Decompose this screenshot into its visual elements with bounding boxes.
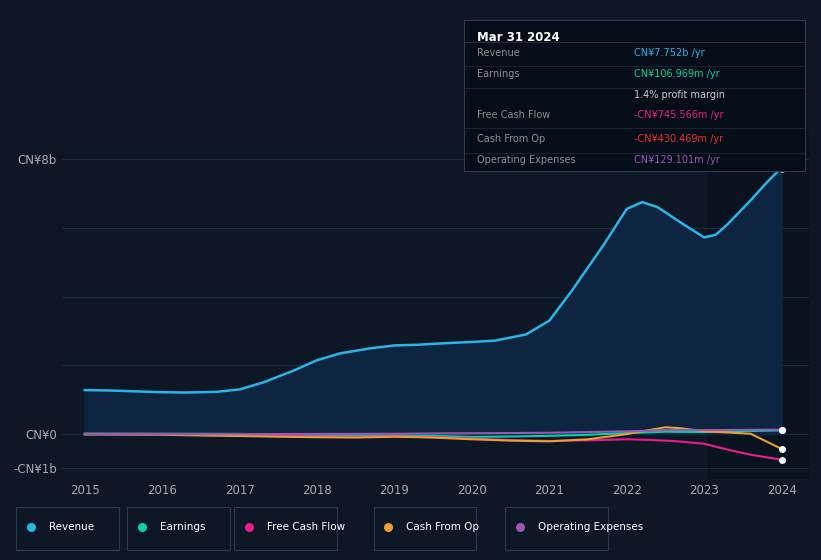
Text: CN¥106.969m /yr: CN¥106.969m /yr xyxy=(635,69,720,79)
Text: -CN¥430.469m /yr: -CN¥430.469m /yr xyxy=(635,134,723,144)
Text: CN¥7.752b /yr: CN¥7.752b /yr xyxy=(635,48,705,58)
Text: Mar 31 2024: Mar 31 2024 xyxy=(478,31,560,44)
Text: Free Cash Flow: Free Cash Flow xyxy=(478,110,551,120)
Text: 1.4% profit margin: 1.4% profit margin xyxy=(635,90,725,100)
Bar xyxy=(708,132,809,479)
Text: -CN¥745.566m /yr: -CN¥745.566m /yr xyxy=(635,110,724,120)
Text: CN¥129.101m /yr: CN¥129.101m /yr xyxy=(635,155,720,165)
Text: Cash From Op: Cash From Op xyxy=(478,134,546,144)
Text: Operating Expenses: Operating Expenses xyxy=(478,155,576,165)
Text: Earnings: Earnings xyxy=(478,69,520,79)
Text: Operating Expenses: Operating Expenses xyxy=(538,521,643,531)
Text: Revenue: Revenue xyxy=(478,48,521,58)
Text: Earnings: Earnings xyxy=(160,521,205,531)
Text: Revenue: Revenue xyxy=(49,521,94,531)
Text: Free Cash Flow: Free Cash Flow xyxy=(267,521,345,531)
Text: Cash From Op: Cash From Op xyxy=(406,521,479,531)
